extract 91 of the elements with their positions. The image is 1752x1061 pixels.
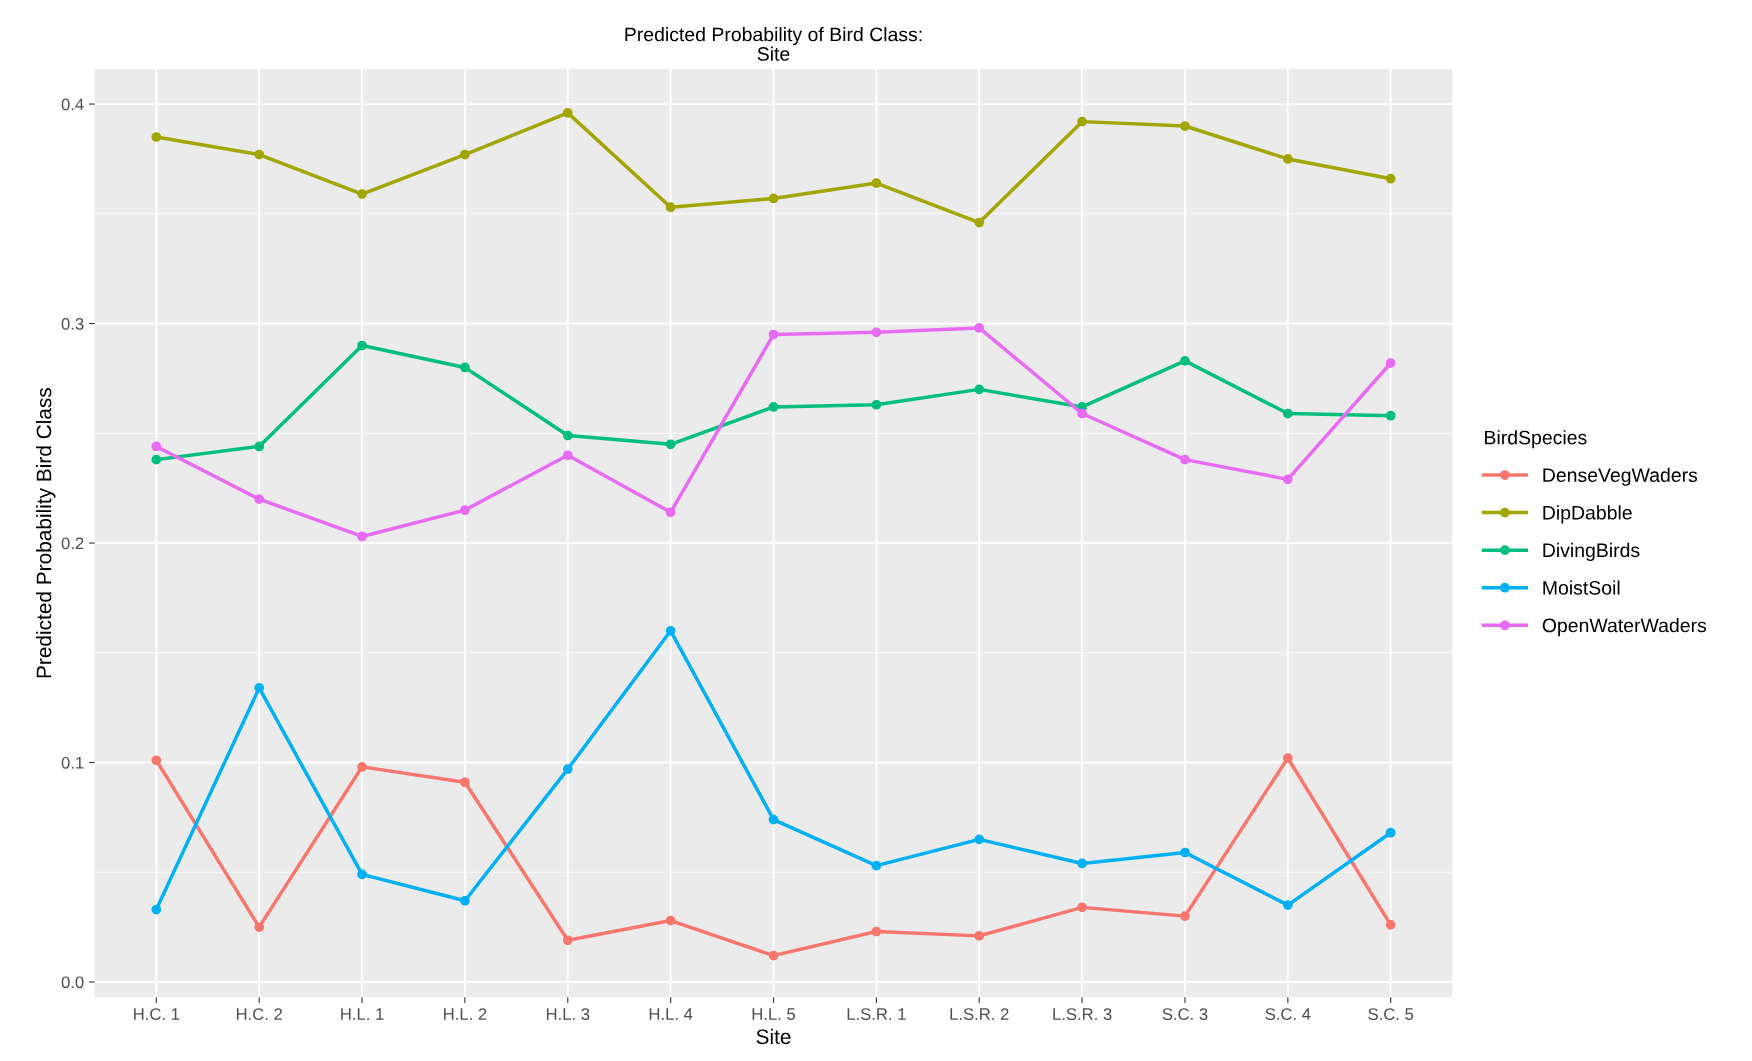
- point: [768, 329, 779, 340]
- point: [1282, 408, 1293, 419]
- point: [357, 762, 367, 772]
- legend-label: OpenWaterWaders: [1542, 618, 1707, 637]
- point: [151, 441, 162, 452]
- point: [254, 922, 265, 932]
- x-tick-label: H.C. 1: [134, 1008, 180, 1020]
- point: [1077, 858, 1087, 869]
- point: [768, 193, 779, 204]
- x-tick-label: H.C. 2: [236, 1008, 282, 1020]
- point: [768, 950, 779, 961]
- point: [460, 505, 470, 515]
- point: [254, 683, 265, 693]
- legend-label: MoistSoil: [1543, 580, 1620, 595]
- legend-label: DivingBirds: [1543, 542, 1640, 561]
- point: [1385, 358, 1396, 368]
- point: [665, 507, 676, 518]
- point: [1077, 116, 1087, 127]
- point: [151, 454, 162, 465]
- x-tick-label: S.C. 5: [1368, 1008, 1414, 1020]
- point: [871, 860, 882, 871]
- point: [768, 402, 779, 412]
- y-tick-label: 0.1: [61, 756, 84, 769]
- point: [562, 450, 573, 461]
- point: [1180, 356, 1190, 366]
- point: [665, 439, 676, 450]
- point: [151, 904, 162, 915]
- point: [151, 755, 162, 766]
- point: [1180, 911, 1190, 921]
- point: [871, 926, 882, 937]
- y-tick-label: 0.4: [61, 98, 84, 111]
- point: [768, 814, 779, 825]
- point: [1077, 408, 1087, 419]
- point: [665, 625, 676, 636]
- y-tick-label: 0.0: [61, 976, 84, 989]
- point: [871, 178, 882, 188]
- point: [562, 935, 573, 946]
- point: [665, 202, 676, 213]
- point: [1180, 121, 1190, 131]
- chart-title: Predicted Probability of Bird Class: Site: [625, 27, 922, 61]
- point: [1282, 753, 1293, 763]
- point: [254, 494, 265, 504]
- point: [357, 869, 367, 880]
- x-tick-label: H.L. 3: [546, 1008, 590, 1020]
- point: [357, 189, 367, 199]
- point: [1282, 154, 1293, 164]
- x-tick-label: L.S.R. 1: [847, 1008, 906, 1020]
- legend-label: DipDabble: [1543, 505, 1632, 524]
- point: [1180, 454, 1190, 465]
- x-tick-label: H.L. 1: [341, 1008, 384, 1020]
- point: [460, 777, 470, 788]
- point: [1180, 847, 1190, 858]
- point: [1385, 920, 1396, 930]
- y-tick-label: 0.2: [61, 537, 84, 550]
- point: [357, 340, 367, 351]
- y-tick-label: 0.3: [61, 317, 84, 330]
- point: [254, 441, 265, 452]
- point: [665, 915, 676, 926]
- point: [460, 895, 470, 906]
- legend-title: BirdSpecies: [1485, 430, 1587, 449]
- point: [151, 132, 162, 142]
- x-axis-title: Site: [756, 1028, 791, 1045]
- x-tick-label: H.L. 2: [444, 1008, 487, 1020]
- y-axis-title: Predicted Probability Bird Class: [36, 388, 56, 678]
- point: [254, 149, 265, 160]
- point: [974, 384, 985, 395]
- point: [562, 107, 573, 118]
- point: [974, 931, 985, 941]
- point: [1385, 827, 1396, 838]
- x-tick-label: H.L. 5: [752, 1008, 796, 1020]
- legend-label: DenseVegWaders: [1543, 467, 1698, 486]
- x-tick-label: H.L. 4: [649, 1008, 693, 1020]
- point: [1282, 900, 1293, 911]
- point: [1385, 173, 1396, 184]
- point: [1282, 474, 1293, 485]
- x-tick-label: S.C. 4: [1265, 1008, 1311, 1020]
- point: [460, 149, 470, 160]
- point: [562, 430, 573, 441]
- point: [1077, 902, 1087, 913]
- point: [460, 362, 470, 373]
- point: [562, 764, 573, 774]
- point: [974, 217, 985, 228]
- point: [871, 327, 882, 338]
- x-tick-label: L.S.R. 2: [950, 1008, 1009, 1020]
- point: [871, 399, 882, 410]
- point: [357, 531, 367, 542]
- x-tick-label: L.S.R. 3: [1053, 1008, 1112, 1020]
- point: [974, 834, 985, 845]
- point: [974, 323, 985, 333]
- point: [1385, 410, 1396, 421]
- x-tick-label: S.C. 3: [1162, 1008, 1208, 1020]
